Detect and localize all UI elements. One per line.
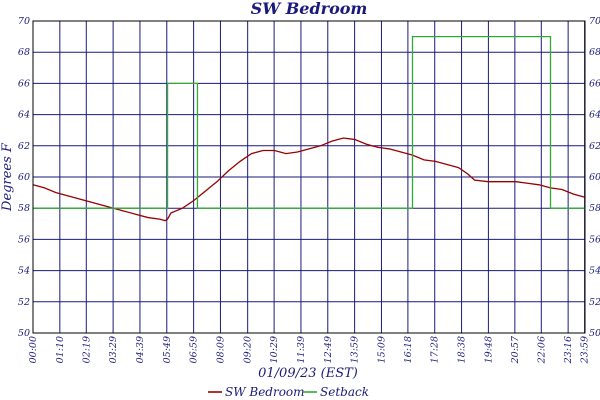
x-tick-label: 10:29: [269, 336, 280, 363]
series-line-setback: [33, 35, 585, 209]
x-tick-label: 20:57: [510, 335, 521, 364]
x-tick-label: 05:49: [162, 336, 173, 363]
y-tick-label-right: 56: [589, 234, 600, 245]
y-tick-label: 58: [18, 203, 30, 214]
x-tick-label: 16:18: [403, 336, 414, 363]
y-tick-label: 54: [18, 266, 30, 277]
x-tick-label: 00:00: [28, 336, 39, 363]
x-tick-labels: 00:00 01:10 02:19 03:29 04:39 05:49 06:59 08:09…: [28, 335, 591, 364]
x-tick-label: 04:39: [135, 336, 146, 363]
y-tick-label-right: 64: [589, 110, 600, 121]
x-tick-label: 17:28: [430, 336, 441, 363]
y-tick-label: 70: [18, 16, 30, 27]
x-tick-label: 03:29: [108, 336, 119, 363]
x-tick-label: 23:16: [563, 336, 574, 364]
y-tick-label-right: 66: [589, 78, 600, 89]
y-tick-labels-left: 50 52 54 56 58 60 62 64 66 68 70: [18, 16, 30, 339]
x-tick-label: 06:59: [189, 336, 200, 363]
legend-label: SW Bedroom: [225, 385, 305, 399]
y-tick-label: 62: [18, 141, 30, 152]
chart-title: SW Bedroom: [251, 0, 368, 18]
x-tick-label: 12:49: [323, 336, 334, 363]
y-tick-label: 50: [18, 328, 30, 339]
series-line-sw-bedroom: [32, 137, 586, 222]
y-tick-label: 66: [18, 78, 30, 89]
plot-border: [32, 20, 586, 334]
x-tick-label: 13:59: [350, 336, 361, 363]
y-tick-label-right: 60: [589, 172, 600, 183]
y-tick-label-right: 62: [589, 141, 600, 152]
x-tick-label: 08:09: [215, 336, 226, 363]
y-tick-label: 56: [18, 234, 30, 245]
y-tick-label-right: 54: [589, 266, 600, 277]
x-tick-label: 11:39: [296, 336, 307, 363]
x-tick-label: 09:20: [243, 336, 254, 363]
x-tick-label: 18:38: [457, 336, 468, 363]
y-tick-labels-right: 50 52 54 56 58 60 62 64 66 68 70: [589, 16, 600, 339]
legend-label: Setback: [320, 385, 369, 399]
x-axis-label: 01/09/23 (EST): [258, 366, 358, 381]
x-tick-label: 01:10: [55, 336, 66, 363]
y-tick-label: 52: [18, 297, 30, 308]
y-tick-label-right: 52: [589, 297, 600, 308]
x-tick-label: 02:19: [81, 336, 92, 363]
y-tick-label: 68: [18, 47, 30, 58]
x-tick-label: 19:48: [483, 336, 494, 363]
y-axis-label: Degrees F: [0, 142, 15, 212]
legend: SW Bedroom Setback: [208, 385, 369, 399]
x-tick-label: 22:06: [536, 336, 547, 364]
y-tick-label: 60: [18, 172, 30, 183]
x-tick-label: 23:59: [580, 336, 591, 364]
y-tick-label-right: 68: [589, 47, 600, 58]
y-tick-label-right: 58: [589, 203, 600, 214]
y-tick-label-right: 70: [589, 16, 600, 27]
y-tick-label-right: 50: [589, 328, 600, 339]
series-lines: [32, 35, 586, 222]
y-tick-label: 64: [18, 110, 30, 121]
x-tick-label: 15:09: [376, 336, 387, 363]
